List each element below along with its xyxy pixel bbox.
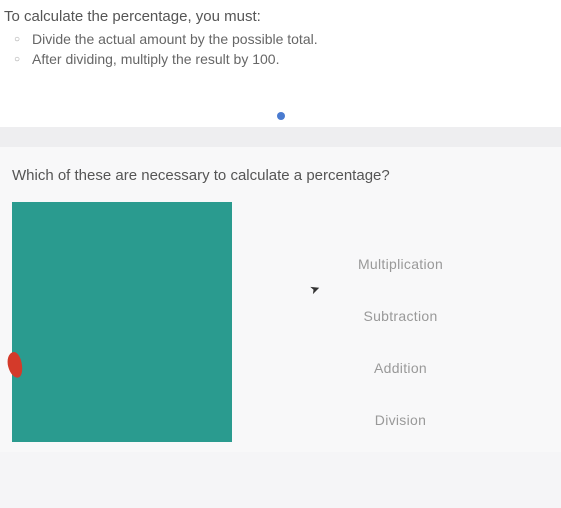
instruction-list: Divide the actual amount by the possible…: [4, 31, 549, 67]
question-section: Which of these are necessary to calculat…: [0, 147, 561, 452]
option-addition[interactable]: Addition: [366, 356, 435, 380]
option-subtraction[interactable]: Subtraction: [355, 304, 445, 328]
answer-options: Multiplication Subtraction Addition Divi…: [252, 202, 549, 442]
decorative-shape: [5, 351, 25, 380]
instruction-step: Divide the actual amount by the possible…: [32, 31, 549, 47]
option-division[interactable]: Division: [367, 408, 434, 432]
question-image-panel: [12, 202, 232, 442]
instruction-title: To calculate the percentage, you must:: [4, 8, 549, 25]
option-multiplication[interactable]: Multiplication: [350, 252, 451, 276]
question-content-row: Multiplication Subtraction Addition Divi…: [12, 202, 549, 442]
dot-icon: [277, 112, 285, 120]
instruction-section: To calculate the percentage, you must: D…: [0, 0, 561, 101]
page-indicator: [0, 101, 561, 127]
instruction-step: After dividing, multiply the result by 1…: [32, 51, 549, 67]
question-text: Which of these are necessary to calculat…: [12, 167, 549, 184]
section-divider: [0, 127, 561, 147]
